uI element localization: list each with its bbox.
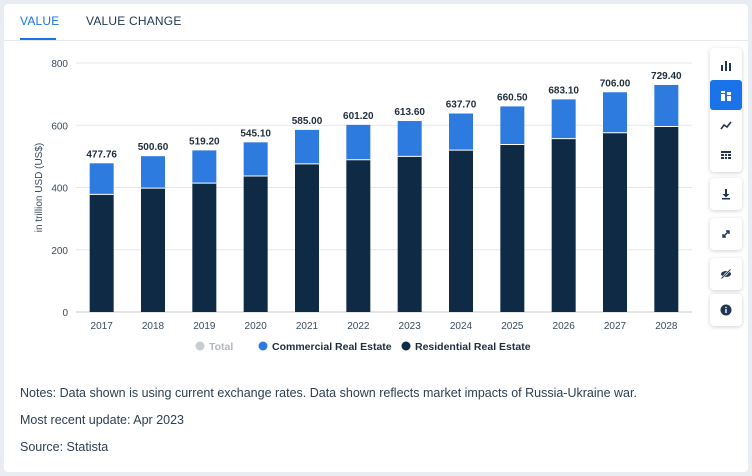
bar-residential-2021: [295, 163, 319, 312]
stacked-bar-icon: [721, 91, 731, 101]
x-tick-label: 2020: [245, 321, 268, 332]
download-icon: [722, 189, 730, 200]
y-tick-label: 600: [51, 121, 68, 132]
bar-residential-2022: [346, 159, 371, 312]
y-axis-label: in trillion USD (US$): [34, 143, 45, 232]
expand-button[interactable]: [710, 219, 742, 249]
x-tick-label: 2028: [655, 321, 678, 332]
bar-commercial-2023: [397, 121, 422, 157]
x-tick-label: 2019: [193, 321, 216, 332]
legend-commercial-label: Commercial Real Estate: [272, 341, 392, 353]
bar-commercial-2028: [654, 84, 679, 127]
download-button[interactable]: [710, 179, 742, 209]
bar-chart-icon: [721, 61, 731, 71]
bar-commercial-2017: [89, 163, 114, 195]
bar-residential-2026: [551, 138, 576, 312]
x-tick-label: 2024: [450, 321, 473, 332]
chart-card: VALUE VALUE CHANGE 0 200 400 600 800 in trill…: [4, 4, 748, 472]
download-group: [710, 178, 742, 210]
tab-bar: VALUE VALUE CHANGE: [4, 4, 748, 41]
x-tick-label: 2021: [296, 321, 319, 332]
bar-residential-2025: [500, 144, 525, 312]
stacked-bar-chart: 0 200 400 600 800 in trillion USD (US$) 477.76…: [34, 59, 692, 353]
legend-residential-marker: [401, 341, 411, 351]
bar-residential-2027: [603, 132, 627, 312]
total-label-2025: 660.50: [497, 92, 528, 103]
bar-commercial-2020: [243, 142, 268, 176]
x-tick-label: 2027: [604, 321, 627, 332]
total-label-2022: 601.20: [343, 111, 374, 122]
x-tick-label: 2017: [91, 321, 114, 332]
total-label-2026: 683.10: [548, 85, 579, 96]
bar-residential-2019: [192, 183, 217, 312]
total-label-2017: 477.76: [86, 149, 117, 160]
hide-icon: [720, 268, 732, 280]
bar-commercial-2022: [346, 124, 371, 160]
total-label-2023: 613.60: [394, 107, 425, 118]
tab-value[interactable]: VALUE: [20, 14, 60, 28]
chart-type-group: [710, 48, 742, 172]
table-icon: [721, 151, 731, 159]
x-tick-label: 2022: [347, 321, 370, 332]
hide-group: [710, 258, 742, 290]
bar-residential-2017: [89, 194, 114, 312]
expand-group: [710, 218, 742, 250]
bar-residential-2020: [243, 175, 268, 312]
total-label-2027: 706.00: [600, 78, 631, 89]
bar-commercial-2024: [449, 113, 473, 151]
legend-commercial-marker: [258, 341, 268, 351]
line-chart-button[interactable]: [710, 110, 742, 140]
info-icon: [720, 304, 732, 316]
y-tick-label: 0: [62, 308, 68, 319]
total-label-2021: 585.00: [292, 116, 323, 127]
total-label-2020: 545.10: [240, 128, 271, 139]
y-tick-label: 800: [51, 59, 68, 70]
total-label-2018: 500.60: [138, 142, 169, 153]
bar-residential-2024: [449, 150, 473, 312]
total-label-2024: 637.70: [446, 100, 477, 111]
legend-residential-label: Residential Real Estate: [415, 341, 531, 353]
tab-value-change[interactable]: VALUE CHANGE: [86, 14, 182, 28]
bar-chart-button[interactable]: [710, 50, 742, 80]
bar-commercial-2018: [141, 156, 165, 189]
table-button[interactable]: [710, 140, 742, 170]
source-text: Source: Statista: [20, 440, 109, 454]
bar-commercial-2027: [603, 92, 627, 133]
active-tab-indicator: [20, 38, 56, 40]
total-label-2028: 729.40: [651, 71, 682, 82]
x-tick-label: 2026: [553, 321, 576, 332]
bar-residential-2018: [141, 188, 165, 312]
legend-total-label: Total: [209, 341, 233, 353]
bar-residential-2023: [397, 156, 422, 312]
expand-icon: [722, 230, 730, 238]
x-tick-label: 2023: [399, 321, 422, 332]
hide-button[interactable]: [710, 259, 742, 289]
bar-commercial-2021: [295, 129, 319, 164]
notes-text: Notes: Data shown is using current excha…: [20, 386, 637, 400]
y-tick-label: 400: [51, 184, 68, 195]
bar-residential-2028: [654, 126, 679, 313]
update-text: Most recent update: Apr 2023: [20, 413, 184, 427]
bar-commercial-2026: [551, 99, 576, 139]
line-chart-icon: [720, 121, 732, 130]
bar-commercial-2025: [500, 106, 525, 145]
y-tick-label: 200: [51, 246, 68, 257]
info-button[interactable]: [710, 295, 742, 325]
info-group: [710, 294, 742, 326]
bar-commercial-2019: [192, 150, 217, 184]
stacked-bar-button[interactable]: [710, 80, 742, 110]
x-tick-label: 2025: [501, 321, 524, 332]
x-tick-label: 2018: [142, 321, 165, 332]
legend-total-marker: [195, 341, 205, 351]
total-label-2019: 519.20: [189, 136, 220, 147]
